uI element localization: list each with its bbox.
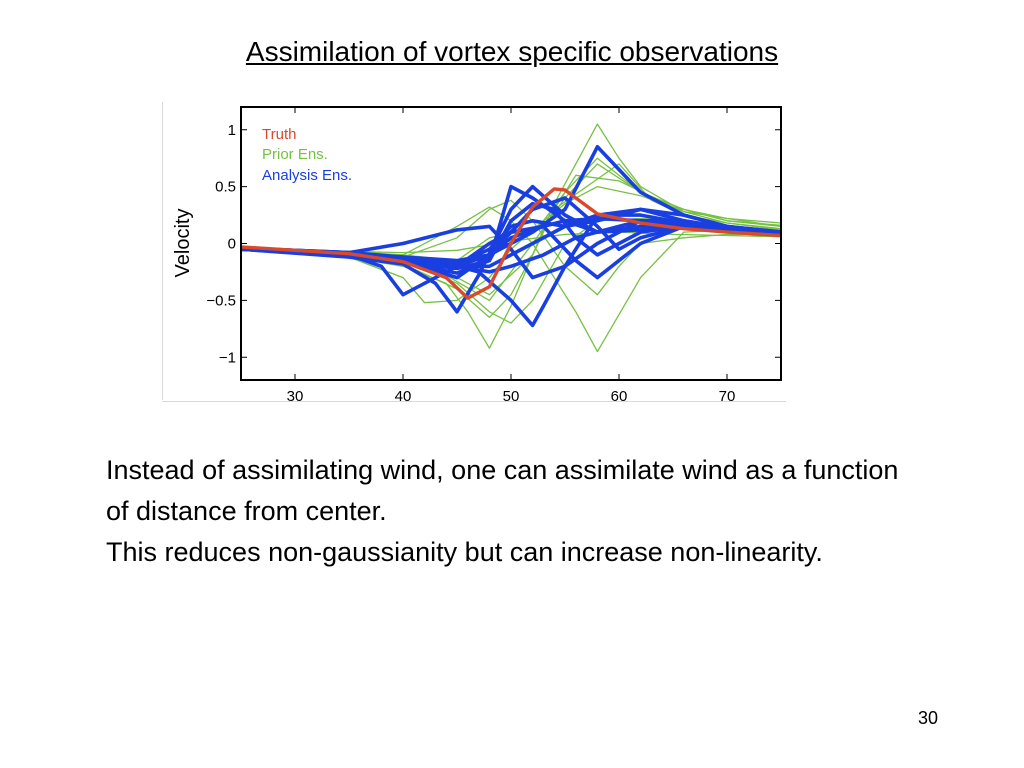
y-tick-label: 1	[228, 122, 236, 139]
prior-series-line-8	[241, 185, 781, 262]
prior-series-line-10	[241, 231, 781, 254]
y-axis-label: Velocity	[172, 209, 194, 278]
x-tick-label: 70	[719, 388, 736, 402]
body-line-1: Instead of assimilating wind, one can as…	[106, 455, 899, 526]
x-tick-label: 30	[287, 388, 304, 402]
chart-svg: 30 40 50 60 70 −1 −0.5 0 0.5 1 Velocity Truth Pri…	[162, 100, 786, 402]
page-number: 30	[917, 708, 938, 728]
y-tick-label: 0.5	[215, 179, 236, 196]
legend-truth: Truth	[262, 126, 296, 143]
prior-series-line-4	[241, 206, 781, 353]
body-line-2: This reduces non-gaussianity but can inc…	[106, 537, 823, 567]
legend: Truth Prior Ens. Analysis Ens.	[262, 126, 352, 184]
x-tick-label: 50	[503, 388, 520, 402]
body-text: Instead of assimilating wind, one can as…	[106, 450, 926, 573]
legend-analysis-ens: Analysis Ens.	[262, 167, 352, 184]
legend-prior-ens: Prior Ens.	[262, 146, 328, 163]
x-tick-label: 40	[395, 388, 412, 402]
y-tick-label: 0	[228, 236, 236, 253]
series-layer	[241, 123, 781, 353]
x-tick-label: 60	[611, 388, 628, 402]
analysis-series-line-21	[241, 219, 781, 274]
tick-layer: 30 40 50 60 70 −1 −0.5 0 0.5 1	[206, 107, 781, 402]
truth-series-line-0	[241, 187, 781, 300]
prior-series-line-5	[241, 199, 781, 296]
slide-title: Assimilation of vortex specific observat…	[245, 36, 779, 67]
y-tick-label: −1	[219, 349, 236, 366]
velocity-chart: 30 40 50 60 70 −1 −0.5 0 0.5 1 Velocity Truth Pri…	[162, 100, 786, 402]
y-tick-label: −0.5	[206, 292, 236, 309]
